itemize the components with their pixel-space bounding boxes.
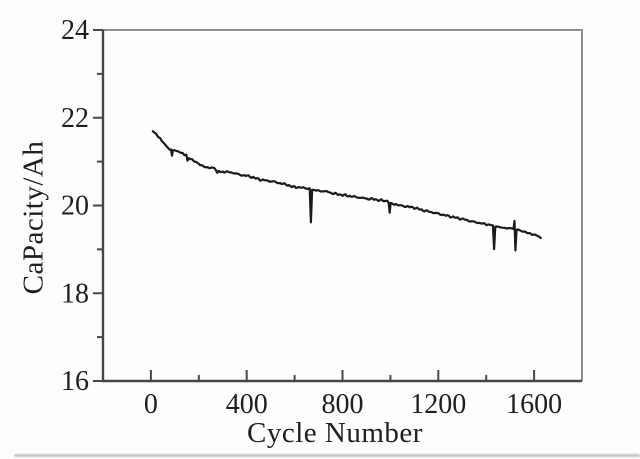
- x-tick-label: 1200: [410, 389, 466, 420]
- y-tick-label: 16: [61, 366, 89, 397]
- x-axis-title: Cycle Number: [247, 417, 423, 449]
- y-tick-label: 22: [61, 103, 89, 134]
- y-axis-title: CaPacity/Ah: [17, 140, 50, 295]
- plot-box-border: [103, 29, 583, 381]
- x-tick-label: 400: [226, 389, 268, 420]
- capacity-line: [151, 130, 542, 252]
- y-tick-label: 20: [61, 191, 89, 222]
- x-tick-label: 1600: [506, 389, 562, 420]
- y-tick-label: 18: [61, 278, 89, 309]
- plot-area: [103, 30, 582, 381]
- x-tick-label: 0: [144, 389, 158, 420]
- y-tick-label: 24: [61, 15, 89, 46]
- scan-edge-line: [14, 454, 640, 457]
- x-tick-label: 800: [322, 389, 364, 420]
